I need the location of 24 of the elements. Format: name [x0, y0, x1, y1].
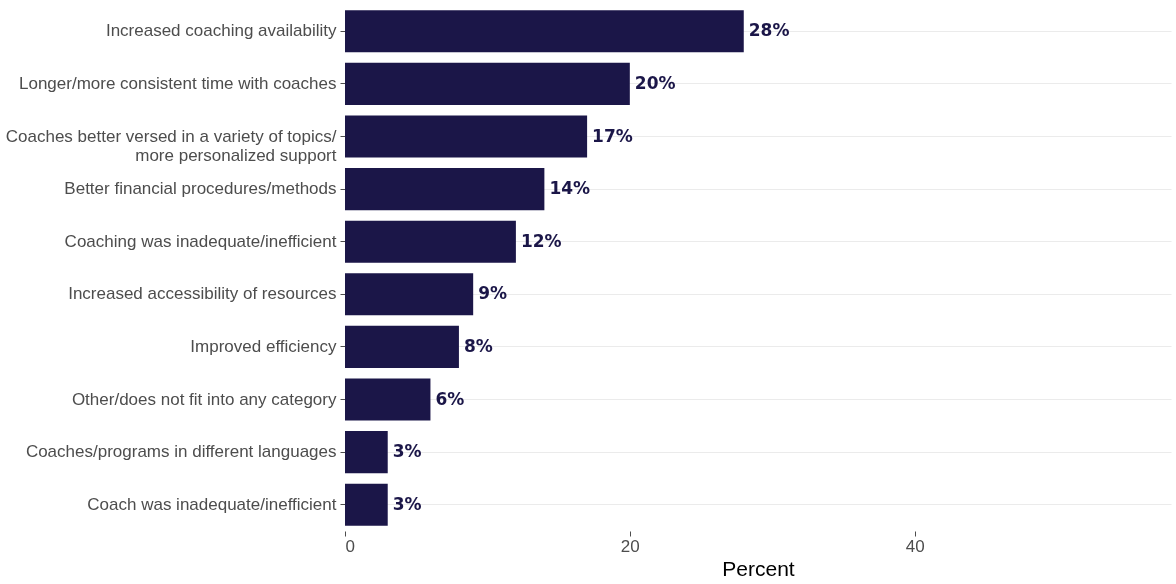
data-label: 9% — [478, 283, 508, 304]
data-label: 20% — [634, 72, 676, 93]
x-tick-label: 0 — [345, 536, 355, 556]
x-axis-title: Percent — [722, 556, 795, 580]
x-tick-label: 40 — [905, 536, 925, 556]
x-tick-label: 20 — [620, 536, 640, 556]
data-label: 8% — [463, 335, 493, 356]
y-tick-label: Coaches/programs in different languages — [25, 442, 337, 462]
y-tick-label: Other/does not fit into any category — [71, 389, 337, 409]
data-label: 12% — [520, 230, 562, 251]
data-label: 17% — [592, 125, 633, 146]
data-label: 28% — [748, 20, 790, 41]
y-tick-label: Coach was inadequate/inefficient — [87, 494, 337, 514]
data-label: 3% — [392, 493, 422, 514]
data-label: 3% — [392, 441, 422, 462]
y-tick-label: Longer/more consistent time with coaches — [19, 73, 337, 93]
y-tick-label: Increased accessibility of resources — [68, 284, 337, 304]
data-label: 14% — [549, 178, 591, 199]
y-tick-label: Increased coaching availability — [105, 21, 337, 41]
y-tick-label: Improved efficiency — [190, 336, 337, 356]
y-tick-label: Coaches better versed in a variety of topics/ more personalized support — [5, 126, 337, 165]
data-label: 6% — [435, 388, 465, 409]
y-tick-label: Coaching was inadequate/inefficient — [64, 231, 337, 251]
y-tick-label: Better financial procedures/methods — [64, 179, 337, 199]
